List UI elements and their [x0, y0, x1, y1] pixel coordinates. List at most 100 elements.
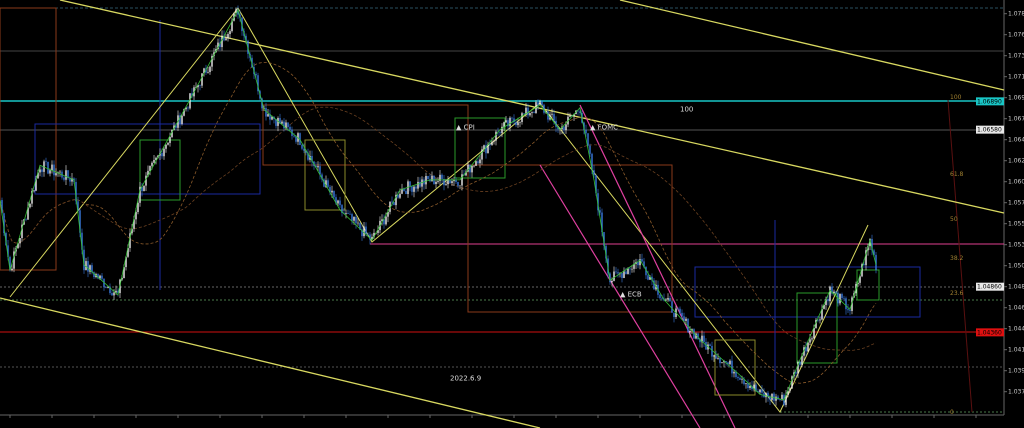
price-marker	[976, 125, 1004, 134]
candle-body	[367, 233, 369, 235]
candle-body	[661, 298, 663, 299]
candle-body	[841, 293, 843, 299]
price-marker-label: 1.06580	[977, 127, 1002, 134]
candle-body	[833, 291, 835, 294]
candle-body	[227, 34, 229, 39]
zigzag-yellow-2[interactable]	[539, 102, 869, 413]
candle-body	[289, 126, 291, 130]
price-marker-label: 1.04360	[977, 329, 1002, 336]
candle-body	[67, 170, 69, 178]
zigzag-yellow[interactable]	[9, 7, 541, 298]
candle-body	[141, 186, 143, 192]
candle-body	[161, 153, 163, 157]
candle-body	[307, 152, 309, 160]
candle-body	[679, 308, 681, 313]
candle-body	[725, 361, 727, 363]
candle-body	[721, 362, 723, 364]
range-box[interactable]	[467, 164, 673, 313]
candle-body	[245, 35, 247, 41]
candle-body	[87, 261, 89, 272]
candle-body	[723, 361, 725, 363]
candle-body	[861, 264, 863, 277]
candle-body	[121, 278, 123, 280]
candle-body	[695, 333, 697, 339]
price-marker	[976, 282, 1004, 291]
candle-body	[279, 118, 281, 124]
trendline-upper[interactable]	[59, 0, 1005, 214]
pink-channel-line-2[interactable]	[539, 164, 701, 428]
candle-body	[117, 290, 119, 294]
candle-body	[471, 166, 473, 173]
candle-body	[381, 219, 383, 221]
trendline-lower[interactable]	[0, 297, 541, 428]
candle-body	[671, 301, 673, 313]
candle-body	[731, 360, 733, 374]
candle-body	[687, 318, 689, 333]
candle-body	[27, 207, 29, 220]
candle-body	[437, 180, 439, 182]
candle-body	[771, 393, 773, 400]
candle-body	[557, 126, 559, 130]
trendline-top[interactable]	[619, 0, 1005, 91]
candle-body	[521, 113, 523, 123]
candle-body	[365, 226, 367, 234]
candle-body	[563, 126, 565, 131]
candle-body	[91, 265, 93, 273]
candle-body	[775, 396, 777, 401]
fib-line	[947, 99, 973, 413]
candle-body	[345, 213, 347, 214]
candle-body	[399, 193, 401, 198]
candle-body	[203, 68, 205, 74]
candle-body	[645, 266, 647, 276]
candle-body	[533, 112, 535, 114]
range-box[interactable]	[262, 104, 469, 166]
candle-body	[469, 164, 471, 173]
blue-box[interactable]	[34, 123, 261, 195]
candle-body	[139, 186, 141, 203]
candle-body	[519, 122, 521, 123]
candle-body	[37, 172, 39, 179]
candle-body	[163, 148, 165, 157]
candle-body	[615, 271, 617, 273]
candle-body	[701, 335, 703, 343]
candle-body	[71, 178, 73, 182]
candle-body	[173, 125, 175, 130]
candle-body	[59, 171, 61, 173]
candle-body	[297, 133, 299, 142]
candle-body	[101, 275, 103, 279]
candle-body	[491, 141, 493, 146]
green-box	[139, 139, 181, 201]
candle-body	[741, 379, 743, 380]
candle-body	[331, 190, 333, 193]
candle-body	[357, 222, 359, 224]
candle-body	[303, 148, 305, 151]
candle-body	[601, 212, 603, 233]
candle-body	[817, 319, 819, 321]
blue-box[interactable]	[694, 266, 921, 318]
candle-body	[613, 271, 615, 281]
price-tick-label: 1.04400	[1008, 326, 1024, 333]
candle-body	[835, 291, 837, 293]
candle-body	[591, 153, 593, 171]
range-box[interactable]	[0, 7, 57, 271]
candle-body	[219, 42, 221, 48]
candle-body	[287, 122, 289, 127]
candle-body	[153, 159, 155, 163]
pink-channel-line[interactable]	[579, 104, 736, 428]
price-tick-label: 1.07160	[1008, 74, 1024, 81]
candle-body	[155, 157, 157, 160]
candle-body	[517, 122, 519, 126]
candle-body	[565, 124, 567, 131]
green-box	[454, 117, 506, 179]
candle-body	[311, 155, 313, 162]
candle-body	[617, 272, 619, 274]
candle-body	[427, 175, 429, 180]
candle-body	[483, 145, 485, 150]
candle-body	[495, 131, 497, 141]
price-tick-label: 1.03710	[1008, 389, 1024, 396]
candle-body	[147, 170, 149, 176]
candle-body	[593, 170, 595, 176]
candle-body	[127, 247, 129, 257]
price-tick-label: 1.06010	[1008, 179, 1024, 186]
